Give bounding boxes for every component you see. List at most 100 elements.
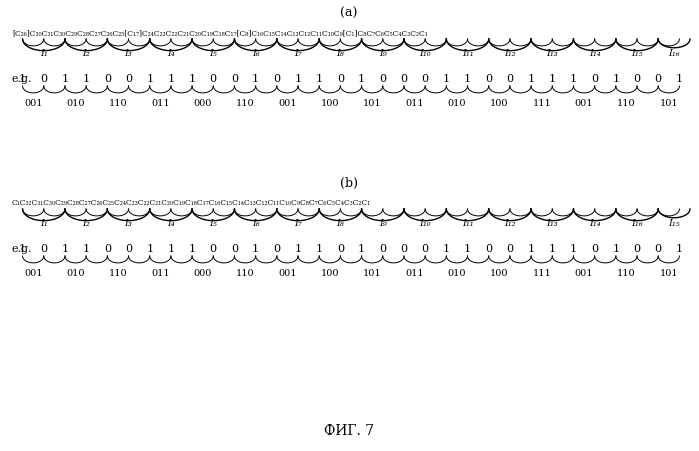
Text: I₁₁: I₁₁ <box>462 220 473 229</box>
Text: 1: 1 <box>294 74 301 84</box>
Text: 0: 0 <box>633 244 640 254</box>
Text: 1: 1 <box>464 74 471 84</box>
Text: 001: 001 <box>24 98 43 107</box>
Text: I₉: I₉ <box>379 50 387 59</box>
Text: 0: 0 <box>591 244 598 254</box>
Text: 001: 001 <box>575 268 593 277</box>
Text: 1: 1 <box>19 244 26 254</box>
Text: 0: 0 <box>337 74 344 84</box>
Text: 1: 1 <box>358 244 365 254</box>
Text: (a): (a) <box>340 6 358 19</box>
Text: 001: 001 <box>575 98 593 107</box>
Text: 1: 1 <box>612 244 619 254</box>
Text: 1: 1 <box>316 74 323 84</box>
Text: I₃: I₃ <box>124 220 132 229</box>
Text: C₁C₃₂C₃₁C₃₀C₂₉C₂₈C₂₇C₂₆C₂₅C₂₄C₂₃C₂₂C₂₁C₂₀C₁₉C₁₈C₁₇C₁₆C₁₅C₁₄C₁₃C₁₂C₁₁C₁₀C₉C₈C₇C₆C: C₁C₃₂C₃₁C₃₀C₂₉C₂₈C₂₇C₂₆C₂₅C₂₄C₂₃C₂₂C₂₁C₂… <box>12 199 371 207</box>
Text: 1: 1 <box>358 74 365 84</box>
Text: I₄: I₄ <box>167 220 175 229</box>
Text: 101: 101 <box>659 268 678 277</box>
Text: 0: 0 <box>506 244 514 254</box>
Text: 1: 1 <box>189 74 196 84</box>
Text: 1: 1 <box>316 244 323 254</box>
Text: I₁₆: I₁₆ <box>668 50 680 59</box>
Text: 0: 0 <box>421 74 428 84</box>
Text: I₅: I₅ <box>210 50 217 59</box>
Text: 100: 100 <box>490 268 509 277</box>
Text: I₁: I₁ <box>40 50 48 59</box>
Text: 0: 0 <box>103 74 111 84</box>
Text: 0: 0 <box>380 244 387 254</box>
Text: I₁₅: I₁₅ <box>668 220 680 229</box>
Text: 1: 1 <box>189 244 196 254</box>
Text: 0: 0 <box>103 244 111 254</box>
Text: 0: 0 <box>485 244 492 254</box>
Text: 1: 1 <box>252 244 259 254</box>
Text: 1: 1 <box>570 74 577 84</box>
Text: 001: 001 <box>24 268 43 277</box>
Text: 1: 1 <box>62 244 69 254</box>
Text: 1: 1 <box>442 244 450 254</box>
Text: 110: 110 <box>617 268 636 277</box>
Text: I₉: I₉ <box>379 220 387 229</box>
Text: I₁₁: I₁₁ <box>462 50 473 59</box>
Text: 101: 101 <box>659 98 678 107</box>
Text: 010: 010 <box>66 98 85 107</box>
Text: 0: 0 <box>210 74 217 84</box>
Text: I₇: I₇ <box>294 50 302 59</box>
Text: 1: 1 <box>82 74 89 84</box>
Text: 011: 011 <box>151 268 170 277</box>
Text: 0: 0 <box>591 74 598 84</box>
Text: I₁₀: I₁₀ <box>419 50 431 59</box>
Text: [C₂₆]C₃₀C₃₁C₃₀C₂₉C₂₈C₂₇C₂₆C₂₅[C₁₇]C₂₄C₂₃C₂₂C₂₁C₂₀C₁₉C₁₈C₁₇[C₈]C₁₆C₁₅C₁₄C₁₃C₁₂C₁₁: [C₂₆]C₃₀C₃₁C₃₀C₂₉C₂₈C₂₇C₂₆C₂₅[C₁₇]C₂₄C₂₃… <box>12 29 428 37</box>
Text: 0: 0 <box>231 244 238 254</box>
Text: 111: 111 <box>533 98 551 107</box>
Text: I₁₄: I₁₄ <box>589 50 600 59</box>
Text: 1: 1 <box>676 74 683 84</box>
Text: 0: 0 <box>485 74 492 84</box>
Text: 011: 011 <box>405 268 424 277</box>
Text: 1: 1 <box>442 74 450 84</box>
Text: 0: 0 <box>125 244 132 254</box>
Text: 0: 0 <box>421 244 428 254</box>
Text: ФИГ. 7: ФИГ. 7 <box>324 424 374 438</box>
Text: 110: 110 <box>617 98 636 107</box>
Text: 0: 0 <box>125 74 132 84</box>
Text: I₁₄: I₁₄ <box>589 220 600 229</box>
Text: 011: 011 <box>405 98 424 107</box>
Text: 1: 1 <box>252 74 259 84</box>
Text: e.g.: e.g. <box>12 74 32 84</box>
Text: 010: 010 <box>447 98 466 107</box>
Text: 1: 1 <box>612 74 619 84</box>
Text: 0: 0 <box>401 74 408 84</box>
Text: 0: 0 <box>633 74 640 84</box>
Text: I₁₂: I₁₂ <box>504 220 516 229</box>
Text: I₃: I₃ <box>124 50 132 59</box>
Text: 110: 110 <box>236 98 254 107</box>
Text: 1: 1 <box>294 244 301 254</box>
Text: 0: 0 <box>506 74 514 84</box>
Text: 100: 100 <box>321 268 339 277</box>
Text: 1: 1 <box>570 244 577 254</box>
Text: 1: 1 <box>167 74 175 84</box>
Text: I₇: I₇ <box>294 220 302 229</box>
Text: I₂: I₂ <box>82 220 90 229</box>
Text: I₈: I₈ <box>336 220 345 229</box>
Text: 1: 1 <box>82 244 89 254</box>
Text: 0: 0 <box>273 244 280 254</box>
Text: I₆: I₆ <box>252 50 259 59</box>
Text: 111: 111 <box>533 268 551 277</box>
Text: 0: 0 <box>380 74 387 84</box>
Text: 0: 0 <box>231 74 238 84</box>
Text: 1: 1 <box>676 244 683 254</box>
Text: 101: 101 <box>363 268 382 277</box>
Text: 0: 0 <box>210 244 217 254</box>
Text: 1: 1 <box>549 74 556 84</box>
Text: 010: 010 <box>66 268 85 277</box>
Text: 001: 001 <box>278 268 296 277</box>
Text: 0: 0 <box>655 74 662 84</box>
Text: 1: 1 <box>464 244 471 254</box>
Text: 1: 1 <box>19 74 26 84</box>
Text: I₆: I₆ <box>252 220 259 229</box>
Text: 001: 001 <box>278 98 296 107</box>
Text: I₁₂: I₁₂ <box>504 50 516 59</box>
